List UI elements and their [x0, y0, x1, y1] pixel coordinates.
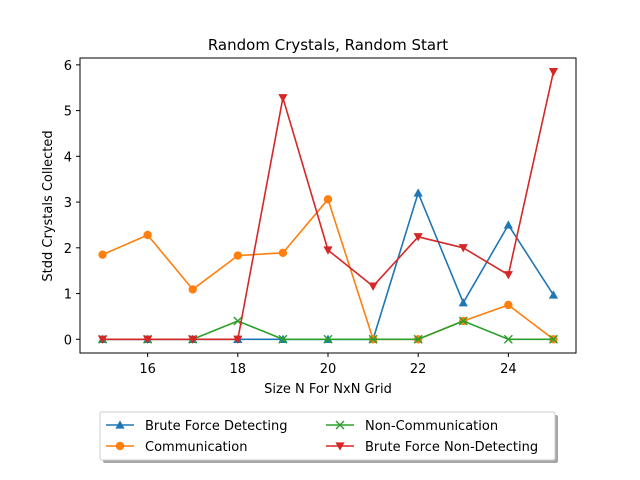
- y-tick-label: 6: [64, 59, 72, 74]
- data-point: [278, 94, 288, 103]
- data-point: [504, 300, 513, 310]
- data-point: [97, 335, 108, 344]
- data-point: [413, 188, 423, 197]
- data-point: [368, 334, 378, 344]
- legend-label: Communication: [145, 440, 247, 455]
- y-axis-label: Stdd Crystals Collected: [41, 130, 56, 281]
- data-point: [278, 334, 288, 344]
- data-point: [323, 195, 333, 204]
- y-tick-label: 0: [64, 333, 72, 348]
- y-tick-label: 4: [64, 150, 72, 165]
- legend-entry: Brute Force Detecting: [106, 419, 288, 434]
- y-tick-label: 2: [64, 242, 72, 257]
- data-point: [503, 271, 513, 280]
- x-tick-label: 18: [230, 362, 247, 377]
- data-point: [278, 248, 288, 258]
- data-point: [548, 334, 558, 344]
- data-point: [188, 335, 198, 344]
- data-point: [143, 230, 152, 240]
- data-point: [233, 251, 243, 260]
- y-tick-label: 1: [64, 288, 72, 303]
- data-point: [143, 335, 153, 344]
- data-point: [323, 334, 333, 344]
- legend-marker: [115, 420, 125, 429]
- data-point: [413, 334, 423, 344]
- data-point: [458, 316, 468, 326]
- data-point: [98, 250, 107, 259]
- legend-box: [99, 411, 556, 461]
- data-point: [188, 285, 197, 294]
- data-point: [323, 246, 333, 255]
- x-tick-label: 16: [139, 362, 156, 377]
- legend: Brute Force Detecting Communication Non-Co…: [99, 411, 558, 463]
- legend-entry: Communication: [106, 440, 247, 455]
- data-point: [503, 334, 513, 344]
- plot-area: [79, 57, 577, 354]
- legend-marker: [335, 420, 345, 430]
- legend-label: Brute Force Non-Detecting: [365, 440, 538, 455]
- chart-title: Random Crystals, Random Start: [208, 36, 448, 54]
- x-tick-label: 22: [410, 362, 427, 377]
- data-point: [413, 233, 423, 242]
- legend-entry: Brute Force Non-Detecting: [326, 440, 538, 455]
- legend-label: Brute Force Detecting: [145, 419, 288, 434]
- x-axis-label: Size N For NxN Grid: [264, 382, 392, 397]
- data-point: [548, 68, 559, 77]
- legend-entry: Non-Communication: [326, 419, 498, 434]
- legend-label: Non-Communication: [365, 419, 498, 434]
- legend-marker: [335, 442, 345, 451]
- data-point: [548, 290, 559, 299]
- data-point: [458, 298, 468, 307]
- legend-marker: [115, 441, 125, 451]
- y-tick-label: 5: [64, 105, 72, 120]
- data-point: [458, 244, 468, 253]
- series-4: [97, 68, 559, 344]
- x-tick-label: 20: [320, 362, 337, 377]
- data-point: [368, 282, 378, 291]
- y-tick-label: 3: [64, 196, 72, 211]
- x-axis-ticks: 16 18 20 22 24: [139, 353, 517, 377]
- data-point: [233, 335, 243, 344]
- y-axis-ticks: 0 1 2 3 4 5 6: [64, 59, 80, 348]
- x-tick-label: 24: [500, 362, 517, 377]
- data-point: [503, 220, 513, 229]
